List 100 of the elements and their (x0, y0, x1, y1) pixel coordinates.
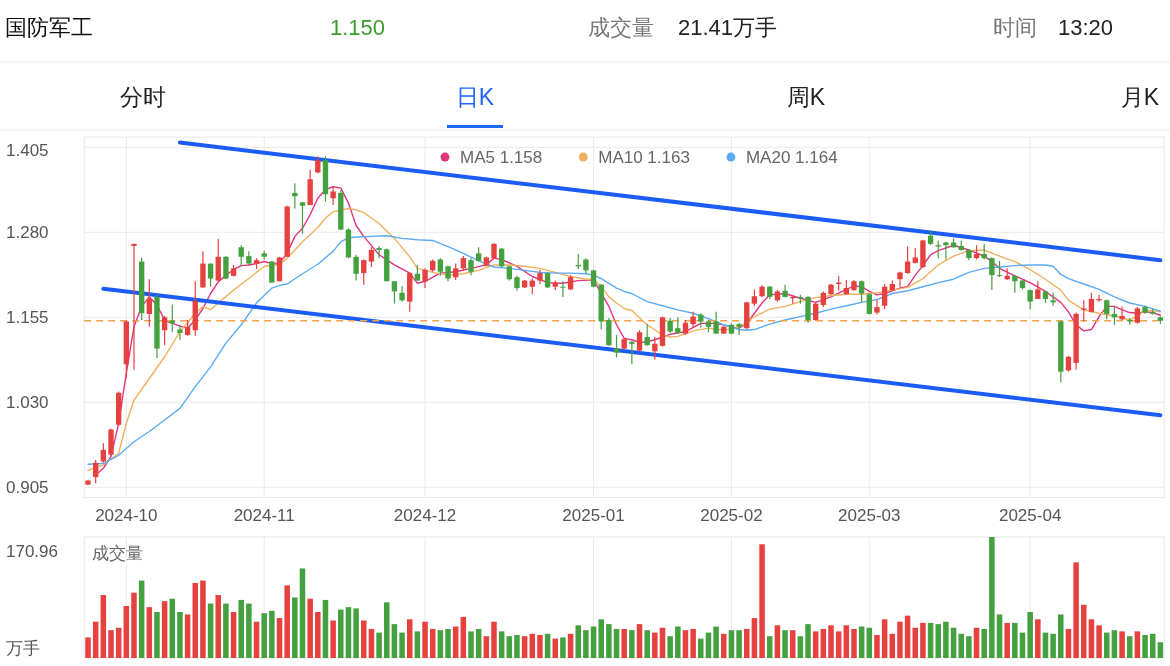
y-tick-label: 1.280 (6, 222, 49, 242)
bar (445, 628, 451, 658)
text: 170.96 (6, 541, 58, 561)
candlestick (874, 299, 880, 316)
bar (751, 618, 758, 658)
bar (92, 621, 99, 658)
bar (384, 602, 390, 658)
bar (1073, 562, 1079, 658)
bar (483, 636, 490, 658)
y-tick-label: 1.155 (6, 307, 49, 327)
legend-label: MA5 1.158 (460, 147, 543, 167)
bar (299, 568, 306, 658)
bar (851, 628, 857, 658)
candlestick (146, 278, 152, 328)
bar (652, 632, 658, 658)
bar (1012, 622, 1018, 658)
candlestick (613, 334, 620, 359)
bar (897, 621, 903, 658)
bar (835, 631, 842, 658)
candlestick (652, 336, 658, 361)
bar (315, 612, 321, 658)
bar (1149, 633, 1156, 658)
bar (981, 628, 987, 658)
bar (544, 633, 551, 658)
bar (514, 635, 520, 658)
bar (858, 626, 865, 658)
candlestick (391, 280, 398, 305)
bar (138, 580, 145, 658)
bar (728, 630, 735, 658)
bar (1111, 630, 1118, 658)
bar (330, 620, 336, 658)
bar (85, 637, 91, 658)
candlestick (215, 238, 221, 282)
candlestick (881, 283, 888, 310)
bar (774, 625, 781, 658)
bar (1081, 604, 1087, 658)
bar (820, 628, 827, 658)
bar (276, 618, 283, 658)
bar (230, 612, 237, 658)
bar (184, 614, 191, 658)
bar (192, 582, 199, 658)
bar (391, 624, 398, 658)
bar (246, 603, 252, 658)
bar (353, 608, 359, 658)
header: 国防军工 1.150 成交量 21.41万手 时间 13:20 分时 日K 周K 月K (0, 14, 1170, 131)
bar (1050, 633, 1056, 658)
x-tick-label: 2024-12 (393, 505, 457, 525)
bar (950, 627, 957, 658)
bar (399, 632, 405, 658)
y-tick-label: 0.905 (6, 477, 49, 497)
candlestick (736, 322, 742, 336)
bar (713, 626, 719, 658)
bar (805, 624, 811, 658)
x-tick-label: 2025-03 (838, 505, 901, 525)
bar (338, 609, 344, 658)
bar (345, 607, 352, 658)
bar (590, 626, 597, 658)
bar (920, 622, 926, 658)
candlestick (690, 311, 696, 329)
bar (843, 625, 850, 658)
bar (935, 624, 941, 658)
bar (575, 625, 581, 658)
bar (996, 614, 1003, 658)
bar (1004, 622, 1010, 658)
candlestick (368, 246, 375, 268)
bar (989, 537, 995, 658)
bar (491, 621, 497, 658)
candlestick (299, 201, 306, 235)
bar (636, 624, 643, 658)
bar (1157, 642, 1164, 658)
bar (292, 597, 298, 658)
bar (154, 612, 160, 658)
bar (529, 633, 536, 658)
bar (698, 638, 704, 658)
bar (414, 631, 421, 658)
bar (759, 544, 765, 658)
bar (475, 628, 482, 658)
y-tick-label: 1.030 (6, 392, 49, 412)
candlestick (560, 280, 566, 298)
bar (422, 621, 428, 658)
bar (613, 628, 620, 658)
bar (567, 633, 574, 658)
x-tick-label: 2025-04 (998, 505, 1062, 525)
bar (376, 632, 382, 658)
bar (583, 630, 589, 658)
bar (498, 631, 505, 658)
bar (1134, 631, 1141, 658)
bar (1096, 625, 1102, 658)
bar (560, 637, 566, 658)
bar (100, 595, 107, 658)
bar (866, 627, 873, 658)
candlestick (989, 256, 995, 291)
bar (200, 580, 206, 658)
bar (1065, 628, 1072, 658)
bar (943, 621, 949, 658)
x-tick-label: 2024-10 (95, 505, 158, 525)
candlestick (1088, 292, 1095, 314)
candlestick (1050, 292, 1056, 307)
bar (322, 599, 329, 658)
candlestick (238, 244, 244, 267)
